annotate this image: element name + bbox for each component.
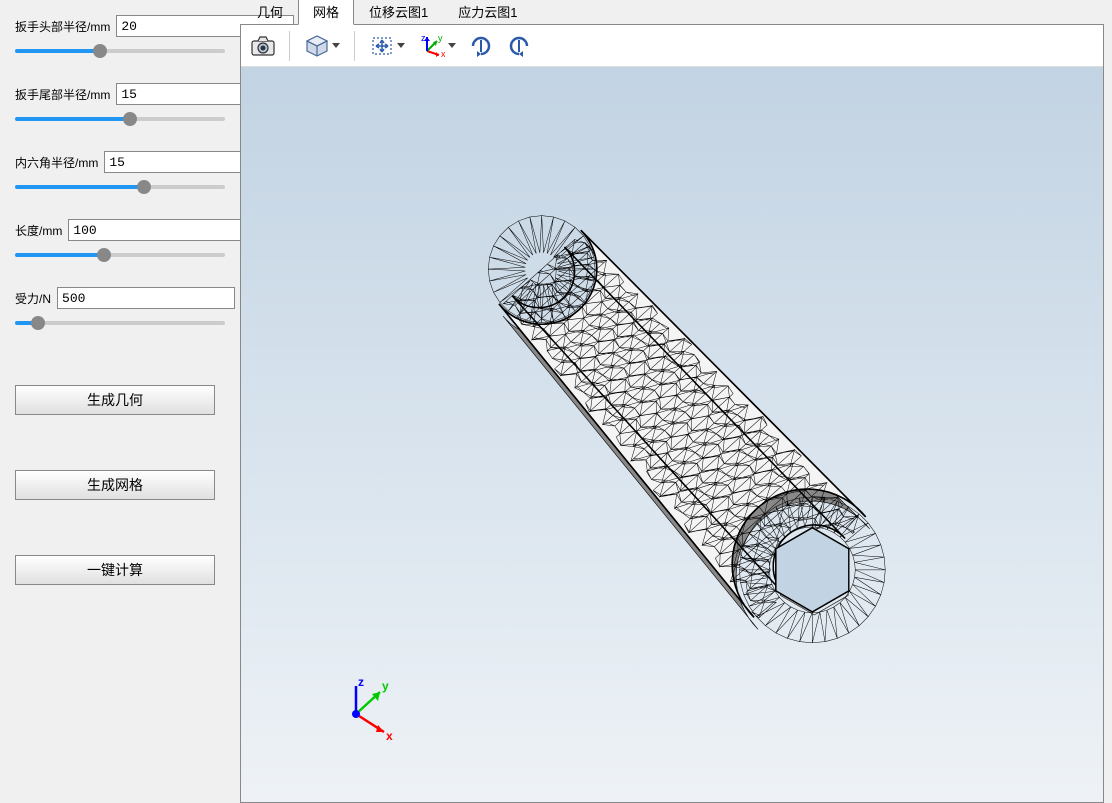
tab-mesh[interactable]: 网格	[298, 0, 354, 25]
param-length: 长度/mm	[15, 219, 225, 265]
3d-viewport[interactable]: x y z	[241, 67, 1103, 802]
camera-icon[interactable]	[245, 29, 281, 63]
svg-text:z: z	[421, 33, 426, 43]
force-input[interactable]	[57, 287, 235, 309]
param-label: 长度/mm	[15, 222, 62, 239]
param-head-radius: 扳手头部半径/mm	[15, 15, 225, 61]
length-input[interactable]	[68, 219, 246, 241]
svg-text:x: x	[386, 729, 393, 743]
force-slider[interactable]	[15, 321, 225, 325]
param-label: 受力/N	[15, 290, 51, 307]
svg-text:y: y	[382, 679, 389, 693]
svg-text:z: z	[358, 675, 364, 689]
view-cube-icon[interactable]	[298, 29, 346, 63]
param-label: 内六角半径/mm	[15, 154, 98, 171]
view-tabs: 几何 网格 位移云图1 应力云图1	[240, 0, 1104, 24]
rotate-ccw-icon[interactable]	[501, 29, 537, 63]
axes-icon[interactable]: x y z	[413, 29, 461, 63]
tab-displacement[interactable]: 位移云图1	[354, 0, 443, 24]
param-tail-radius: 扳手尾部半径/mm	[15, 83, 225, 129]
generate-mesh-button[interactable]: 生成网格	[15, 470, 215, 500]
generate-geometry-button[interactable]: 生成几何	[15, 385, 215, 415]
fit-view-icon[interactable]	[363, 29, 411, 63]
svg-text:x: x	[441, 49, 445, 59]
viewport-panel: x y z	[240, 24, 1104, 803]
param-hex-radius: 内六角半径/mm	[15, 151, 225, 197]
one-click-compute-button[interactable]: 一键计算	[15, 555, 215, 585]
param-label: 扳手头部半径/mm	[15, 18, 110, 35]
param-force: 受力/N	[15, 287, 225, 333]
parameter-sidebar: 扳手头部半径/mm 扳手尾部半径/mm 内六角半径/mm	[0, 0, 240, 803]
head-radius-slider[interactable]	[15, 49, 225, 53]
tail-radius-slider[interactable]	[15, 117, 225, 121]
rotate-cw-icon[interactable]	[463, 29, 499, 63]
param-label: 扳手尾部半径/mm	[15, 86, 110, 103]
axis-triad: x y z	[336, 674, 406, 747]
tab-geometry[interactable]: 几何	[242, 0, 298, 24]
tab-stress[interactable]: 应力云图1	[443, 0, 532, 24]
svg-text:y: y	[438, 33, 443, 43]
length-slider[interactable]	[15, 253, 225, 257]
hex-radius-slider[interactable]	[15, 185, 225, 189]
viewport-toolbar: x y z	[241, 25, 1103, 67]
